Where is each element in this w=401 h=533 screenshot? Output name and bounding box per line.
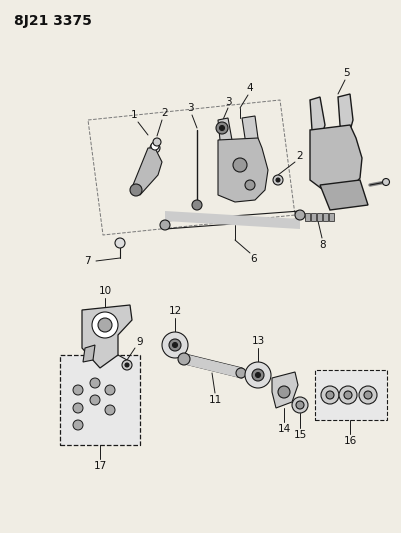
Polygon shape: [164, 211, 299, 229]
Polygon shape: [322, 213, 327, 221]
Circle shape: [320, 386, 338, 404]
Text: 4: 4: [246, 83, 253, 93]
Circle shape: [162, 332, 188, 358]
Text: 8J21 3375: 8J21 3375: [14, 14, 92, 28]
Circle shape: [325, 391, 333, 399]
Text: 6: 6: [250, 254, 257, 264]
Circle shape: [150, 143, 160, 153]
Circle shape: [151, 142, 159, 150]
Circle shape: [160, 220, 170, 230]
Polygon shape: [133, 148, 162, 195]
Circle shape: [235, 368, 245, 378]
Text: 17: 17: [93, 461, 106, 471]
Bar: [60, 355, 140, 445]
Text: 9: 9: [136, 337, 143, 347]
Circle shape: [343, 391, 351, 399]
Circle shape: [277, 386, 289, 398]
Circle shape: [168, 339, 180, 351]
Polygon shape: [217, 138, 267, 202]
Text: 3: 3: [186, 103, 193, 113]
Text: 15: 15: [293, 430, 306, 440]
Circle shape: [272, 175, 282, 185]
Circle shape: [291, 397, 307, 413]
Circle shape: [338, 386, 356, 404]
Circle shape: [122, 360, 132, 370]
Circle shape: [115, 238, 125, 248]
Text: 13: 13: [251, 336, 264, 346]
Polygon shape: [309, 125, 361, 195]
Polygon shape: [316, 213, 321, 221]
Polygon shape: [309, 97, 324, 148]
Circle shape: [178, 353, 190, 365]
Polygon shape: [83, 345, 95, 362]
Circle shape: [295, 401, 303, 409]
Circle shape: [73, 420, 83, 430]
Text: 3: 3: [224, 97, 231, 107]
Circle shape: [275, 178, 279, 182]
Polygon shape: [241, 116, 257, 152]
Circle shape: [105, 405, 115, 415]
Circle shape: [255, 373, 260, 377]
Circle shape: [358, 386, 376, 404]
Circle shape: [172, 343, 177, 348]
Text: 7: 7: [83, 256, 90, 266]
Circle shape: [98, 318, 112, 332]
Circle shape: [192, 200, 201, 210]
Text: 1: 1: [130, 110, 137, 120]
Polygon shape: [310, 213, 315, 221]
Polygon shape: [271, 372, 297, 408]
Circle shape: [130, 184, 142, 196]
Polygon shape: [337, 94, 352, 145]
Circle shape: [251, 369, 263, 381]
Circle shape: [90, 395, 100, 405]
Polygon shape: [182, 354, 241, 378]
Text: 14: 14: [277, 424, 290, 434]
Circle shape: [73, 385, 83, 395]
Circle shape: [294, 210, 304, 220]
Circle shape: [105, 385, 115, 395]
Polygon shape: [217, 118, 231, 155]
Circle shape: [244, 180, 254, 190]
Text: 12: 12: [168, 306, 181, 316]
Circle shape: [219, 125, 224, 131]
Circle shape: [153, 138, 160, 146]
Circle shape: [363, 391, 371, 399]
Circle shape: [73, 403, 83, 413]
Polygon shape: [319, 180, 367, 210]
Circle shape: [90, 378, 100, 388]
Circle shape: [215, 122, 227, 134]
Polygon shape: [328, 213, 333, 221]
Circle shape: [92, 312, 118, 338]
Circle shape: [244, 362, 270, 388]
Text: 10: 10: [98, 286, 111, 296]
Text: 11: 11: [208, 395, 221, 405]
Text: 8: 8: [319, 240, 326, 250]
Polygon shape: [304, 213, 309, 221]
Circle shape: [381, 179, 389, 185]
Text: 16: 16: [342, 436, 356, 446]
Circle shape: [233, 158, 246, 172]
Text: 5: 5: [343, 68, 349, 78]
Text: 2: 2: [161, 108, 168, 118]
Circle shape: [125, 363, 129, 367]
Text: 2: 2: [296, 151, 303, 161]
Bar: [314, 370, 386, 420]
Polygon shape: [82, 305, 132, 368]
